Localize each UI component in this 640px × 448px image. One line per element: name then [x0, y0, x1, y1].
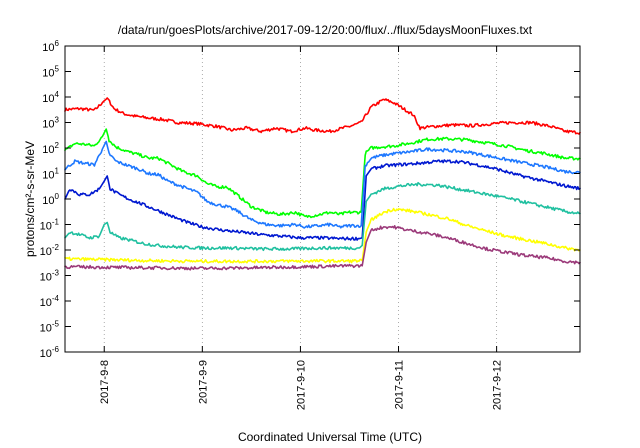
y-tick-label: 10-6 — [40, 345, 60, 360]
y-tick-label: 101 — [42, 167, 59, 182]
flux-series-6 — [64, 207, 581, 264]
x-tick-label: 2017-9-9 — [197, 360, 209, 404]
y-tick-label: 10-4 — [40, 294, 60, 309]
x-tick-label: 2017-9-8 — [99, 360, 111, 404]
y-tick-label: 10-3 — [40, 269, 60, 284]
y-tick-label: 102 — [42, 141, 59, 156]
grid-lines — [103, 46, 498, 352]
y-tick-label: 10-5 — [40, 320, 60, 335]
flux-series-2 — [64, 128, 581, 219]
x-axis: 2017-9-8 2017-9-9 2017-9-10 2017-9-11 2017-9… — [99, 46, 504, 410]
y-tick-label: 104 — [42, 90, 59, 105]
x-tick-label: 2017-9-10 — [295, 360, 307, 410]
series-layer — [64, 97, 581, 271]
y-tick-label: 106 — [42, 39, 59, 54]
chart-title: /data/run/goesPlots/archive/2017-09-12/2… — [118, 23, 533, 37]
flux-series-1 — [64, 97, 581, 135]
flux-series-5 — [64, 181, 581, 252]
y-tick-label: 103 — [42, 116, 59, 131]
x-tick-label: 2017-9-12 — [492, 360, 504, 410]
x-tick-label: 2017-9-11 — [394, 360, 406, 409]
plot-frame — [64, 45, 581, 353]
y-tick-label: 105 — [42, 65, 59, 80]
flux-series-7 — [64, 225, 581, 271]
flux-series-4 — [64, 159, 581, 241]
flux-series-3 — [64, 140, 581, 229]
y-tick-label: 10-1 — [40, 218, 60, 233]
y-tick-label: 100 — [42, 192, 59, 207]
y-tick-label: 10-2 — [40, 243, 60, 258]
y-axis-label: protons/cm²-s-sr-MeV — [23, 141, 37, 257]
y-axis: 10-6 10-5 10-4 10-3 10-2 10-1 100 101 102 103 104 1… — [40, 39, 580, 360]
x-axis-label: Coordinated Universal Time (UTC) — [238, 430, 422, 444]
